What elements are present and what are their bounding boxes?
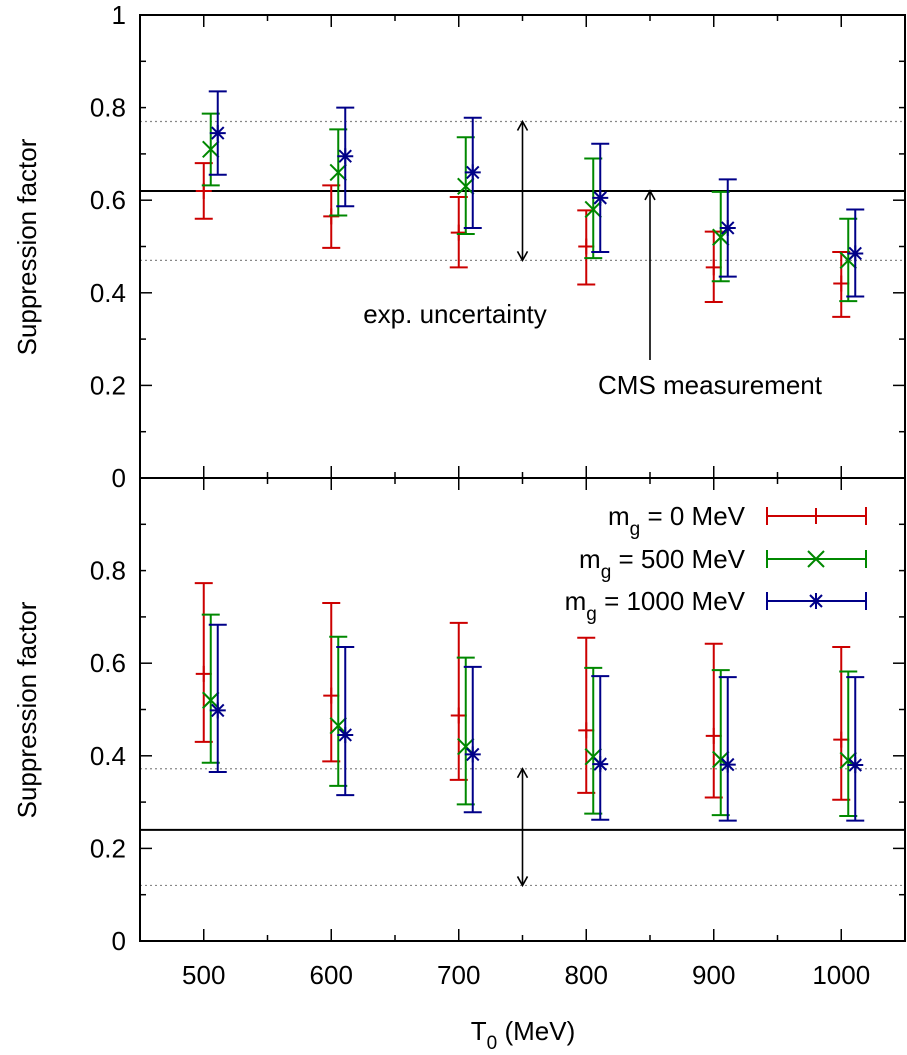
- x-tick-label: 700: [437, 960, 480, 990]
- y-tick-label: 1: [112, 0, 126, 30]
- y-tick-label: 0.8: [90, 556, 126, 586]
- measurement-label: CMS measurement: [598, 370, 823, 400]
- marker-p0-s2-1: [337, 148, 354, 165]
- marker-p1-s1-1: [329, 716, 347, 735]
- marker-p1-s0-3: [578, 722, 595, 739]
- legend-label-1: mg = 500 MeV: [579, 544, 746, 583]
- errorbar-p1-s2-3: [591, 675, 610, 821]
- marker-p0-s1-4: [712, 228, 730, 246]
- measurement-arrow: [644, 189, 656, 360]
- legend-marker-1: [807, 550, 825, 568]
- marker-p0-s2-3: [592, 189, 609, 206]
- marker-p1-s0-5: [833, 731, 850, 748]
- y-tick-label: 0.6: [90, 185, 126, 215]
- marker-p1-s2-5: [847, 757, 864, 774]
- legend: mg = 0 MeV mg = 500 MeV mg = 1000 MeV: [565, 501, 867, 625]
- marker-p1-s0-4: [705, 727, 722, 744]
- y-tick-label: 0: [112, 926, 126, 956]
- top-panel: 0 0.2 0.4 0.6 0.8 1: [90, 0, 906, 493]
- y-tick-label: 0.8: [90, 93, 126, 123]
- marker-p0-s1-3: [584, 200, 602, 219]
- x-tick-label: 800: [565, 960, 608, 990]
- legend-label-2: mg = 1000 MeV: [565, 586, 746, 625]
- y-axis-title-top: Suppression factor: [12, 138, 42, 355]
- x-tick-label: 500: [182, 960, 225, 990]
- y-tick-label: 0.4: [90, 741, 126, 771]
- marker-p0-s1-0: [202, 140, 220, 158]
- errorbar-p1-s2-2: [463, 665, 482, 814]
- legend-marker-0: [808, 508, 824, 524]
- legend-marker-2: [808, 593, 824, 609]
- marker-p1-s2-0: [209, 702, 226, 719]
- errorbar-p1-s2-0: [208, 623, 227, 774]
- y-tick-label: 0.4: [90, 278, 126, 308]
- marker-p0-s0-4: [705, 259, 722, 276]
- x-tick-label: 1000: [812, 960, 870, 990]
- marker-p0-s0-3: [578, 238, 595, 255]
- uncertainty-label: exp. uncertainty: [363, 299, 547, 329]
- marker-p1-s2-2: [464, 746, 481, 763]
- marker-p0-s0-2: [450, 224, 467, 241]
- marker-p0-s0-5: [833, 275, 850, 292]
- y-tick-label: 0.2: [90, 833, 126, 863]
- y-tick-label: 0.6: [90, 648, 126, 678]
- marker-p0-s2-2: [464, 164, 481, 181]
- uncertainty-arrow: [516, 767, 529, 888]
- marker-p1-s2-3: [592, 756, 609, 773]
- marker-p0-s2-5: [847, 245, 864, 262]
- marker-p1-s1-0: [202, 691, 220, 709]
- marker-p1-s0-0: [195, 665, 212, 682]
- errorbar-p1-s2-5: [846, 676, 865, 822]
- legend-label-0: mg = 0 MeV: [608, 501, 746, 540]
- x-axis-title: T0 (MeV): [471, 1016, 575, 1054]
- x-tick-label: 900: [692, 960, 735, 990]
- marker-p1-s0-1: [323, 687, 340, 704]
- marker-p0-s1-2: [457, 177, 475, 196]
- annotations: exp. uncertainty CMS measurement: [363, 299, 823, 400]
- y-tick-label: 0.2: [90, 370, 126, 400]
- marker-p1-s0-2: [450, 707, 467, 724]
- y-tick-label: 0: [112, 463, 126, 493]
- marker-p0-s1-1: [329, 163, 347, 182]
- errorbar-p1-s2-4: [718, 676, 737, 822]
- marker-p0-s2-0: [209, 125, 226, 142]
- uncertainty-arrow: [516, 119, 529, 263]
- x-tick-label: 600: [310, 960, 353, 990]
- marker-p1-s2-4: [719, 756, 736, 773]
- bottom-panel: 0 0.2 0.4 0.6 0.8 500 600 700 800 900 1000: [90, 477, 906, 990]
- marker-p1-s2-1: [337, 726, 354, 743]
- y-axis-title-bottom: Suppression factor: [12, 601, 42, 818]
- marker-p0-s2-4: [719, 219, 736, 236]
- errorbar-p1-s2-1: [336, 645, 355, 797]
